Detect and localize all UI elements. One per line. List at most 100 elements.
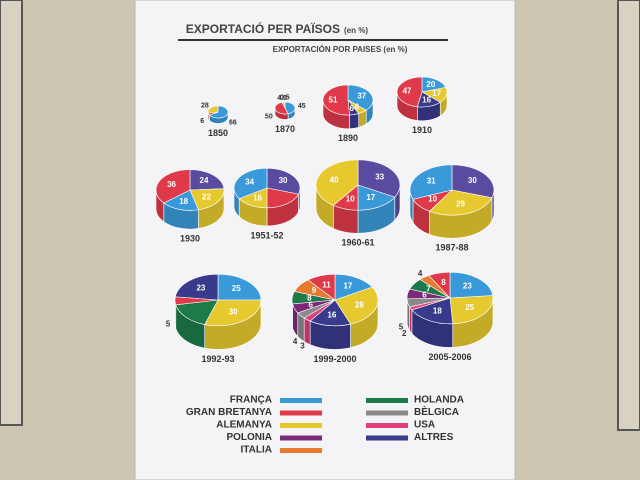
value-label: 10 xyxy=(346,194,355,203)
pie-slice xyxy=(155,169,191,204)
pie-slice xyxy=(449,295,494,325)
value-label: 6 xyxy=(308,300,313,309)
pie-slice xyxy=(357,159,401,198)
pie-slice xyxy=(189,188,225,211)
legend-swatch xyxy=(366,435,408,441)
pie-side xyxy=(349,113,359,130)
pie-slice xyxy=(207,105,219,114)
value-label: 10 xyxy=(428,195,437,204)
pie-slice xyxy=(217,273,262,301)
value-label: 6 xyxy=(350,104,355,113)
frame-right xyxy=(617,0,640,431)
value-label: 23 xyxy=(196,283,205,292)
value-label: 31 xyxy=(427,177,436,186)
pie-title: 1890 xyxy=(338,133,358,143)
pie-slice xyxy=(266,167,301,195)
value-label: 8 xyxy=(441,278,446,287)
value-label: 17 xyxy=(432,89,441,98)
legend-label: USA xyxy=(414,420,435,431)
pie-slice xyxy=(449,271,494,299)
pie-slice xyxy=(396,76,423,108)
legend-swatch xyxy=(366,410,408,416)
value-label: 2 xyxy=(402,329,407,338)
value-label: 16 xyxy=(253,194,262,203)
legend-swatch xyxy=(280,398,322,403)
pie-side xyxy=(303,317,311,346)
legend-label: ITALIA xyxy=(241,445,272,456)
pie-slice xyxy=(233,167,268,199)
title-unit: (en %) xyxy=(344,26,368,35)
value-label: 24 xyxy=(200,176,209,185)
title: EXPORTACIÓ PER PAÏSOS xyxy=(186,21,340,36)
value-label: 20 xyxy=(426,80,435,89)
value-label: 36 xyxy=(167,180,176,189)
value-label: 40 xyxy=(330,175,339,184)
pie-slice xyxy=(174,273,219,301)
value-label: 8 xyxy=(307,294,312,303)
legend-label: BÈLGICA xyxy=(414,405,459,418)
value-label: 3 xyxy=(300,342,305,351)
pie-slice xyxy=(428,189,493,216)
value-label: 4 xyxy=(418,269,423,278)
legend-swatch xyxy=(366,423,408,428)
legend-label: GRAN BRETANYA xyxy=(186,407,272,418)
value-label: 0.5 xyxy=(280,95,290,102)
value-label: 4 xyxy=(293,337,298,346)
pie-slice xyxy=(266,187,299,209)
value-label: 5 xyxy=(399,322,404,331)
value-label: 25 xyxy=(232,284,241,293)
value-label: 18 xyxy=(433,307,442,316)
legend-swatch xyxy=(280,410,322,416)
legend-label: FRANÇA xyxy=(230,395,272,406)
value-label: 51 xyxy=(329,95,338,104)
value-label: 17 xyxy=(343,282,352,291)
pie-slice xyxy=(175,299,219,325)
value-label: 28 xyxy=(355,300,364,309)
poster xyxy=(134,0,516,480)
subtitle: EXPORTACIÓN POR PAISES (en %) xyxy=(273,45,408,54)
value-label: 6 xyxy=(355,102,360,111)
value-label: 66 xyxy=(229,119,237,126)
legend-swatch xyxy=(280,448,322,453)
value-label: 5 xyxy=(166,320,171,329)
pie-slice xyxy=(347,84,374,111)
value-label: 33 xyxy=(375,172,384,181)
value-label: 28 xyxy=(201,102,209,109)
value-label: 45 xyxy=(298,103,306,110)
value-label: 23 xyxy=(463,282,472,291)
value-label: 16 xyxy=(422,96,431,105)
value-label: 47 xyxy=(403,86,412,95)
pie-title: 1960-61 xyxy=(341,238,374,248)
pie-slice xyxy=(189,169,225,191)
value-label: 17 xyxy=(366,193,375,202)
value-label: 30 xyxy=(279,176,288,185)
value-label: 50 xyxy=(265,113,273,120)
pie-slice xyxy=(307,273,336,301)
value-label: 6 xyxy=(200,118,204,125)
legend-label: HOLANDA xyxy=(414,395,464,406)
legend-label: POLONIA xyxy=(226,432,272,443)
pie-slice xyxy=(284,101,296,115)
pie-slice xyxy=(411,297,454,325)
value-label: 22 xyxy=(202,192,211,201)
pie-title: 1987-88 xyxy=(435,243,468,253)
value-label: 11 xyxy=(322,281,331,290)
value-label: 30 xyxy=(468,176,477,185)
value-label: 25 xyxy=(465,303,474,312)
frame-left xyxy=(0,0,23,426)
pie-title: 1850 xyxy=(208,128,228,138)
value-label: 30 xyxy=(229,308,238,317)
value-label: 4.5 xyxy=(277,95,287,102)
pie-title: 2005-2006 xyxy=(428,352,471,362)
pie-side xyxy=(409,305,413,335)
pie-slice xyxy=(204,299,262,327)
pie-title: 1992-93 xyxy=(201,354,234,364)
pie-slice xyxy=(274,101,289,115)
pie-slice xyxy=(428,271,451,299)
pie-slice xyxy=(209,105,229,119)
pie-title: 1930 xyxy=(180,233,200,243)
pie-slice xyxy=(315,159,359,206)
pie-title: 1999-2000 xyxy=(313,354,356,364)
